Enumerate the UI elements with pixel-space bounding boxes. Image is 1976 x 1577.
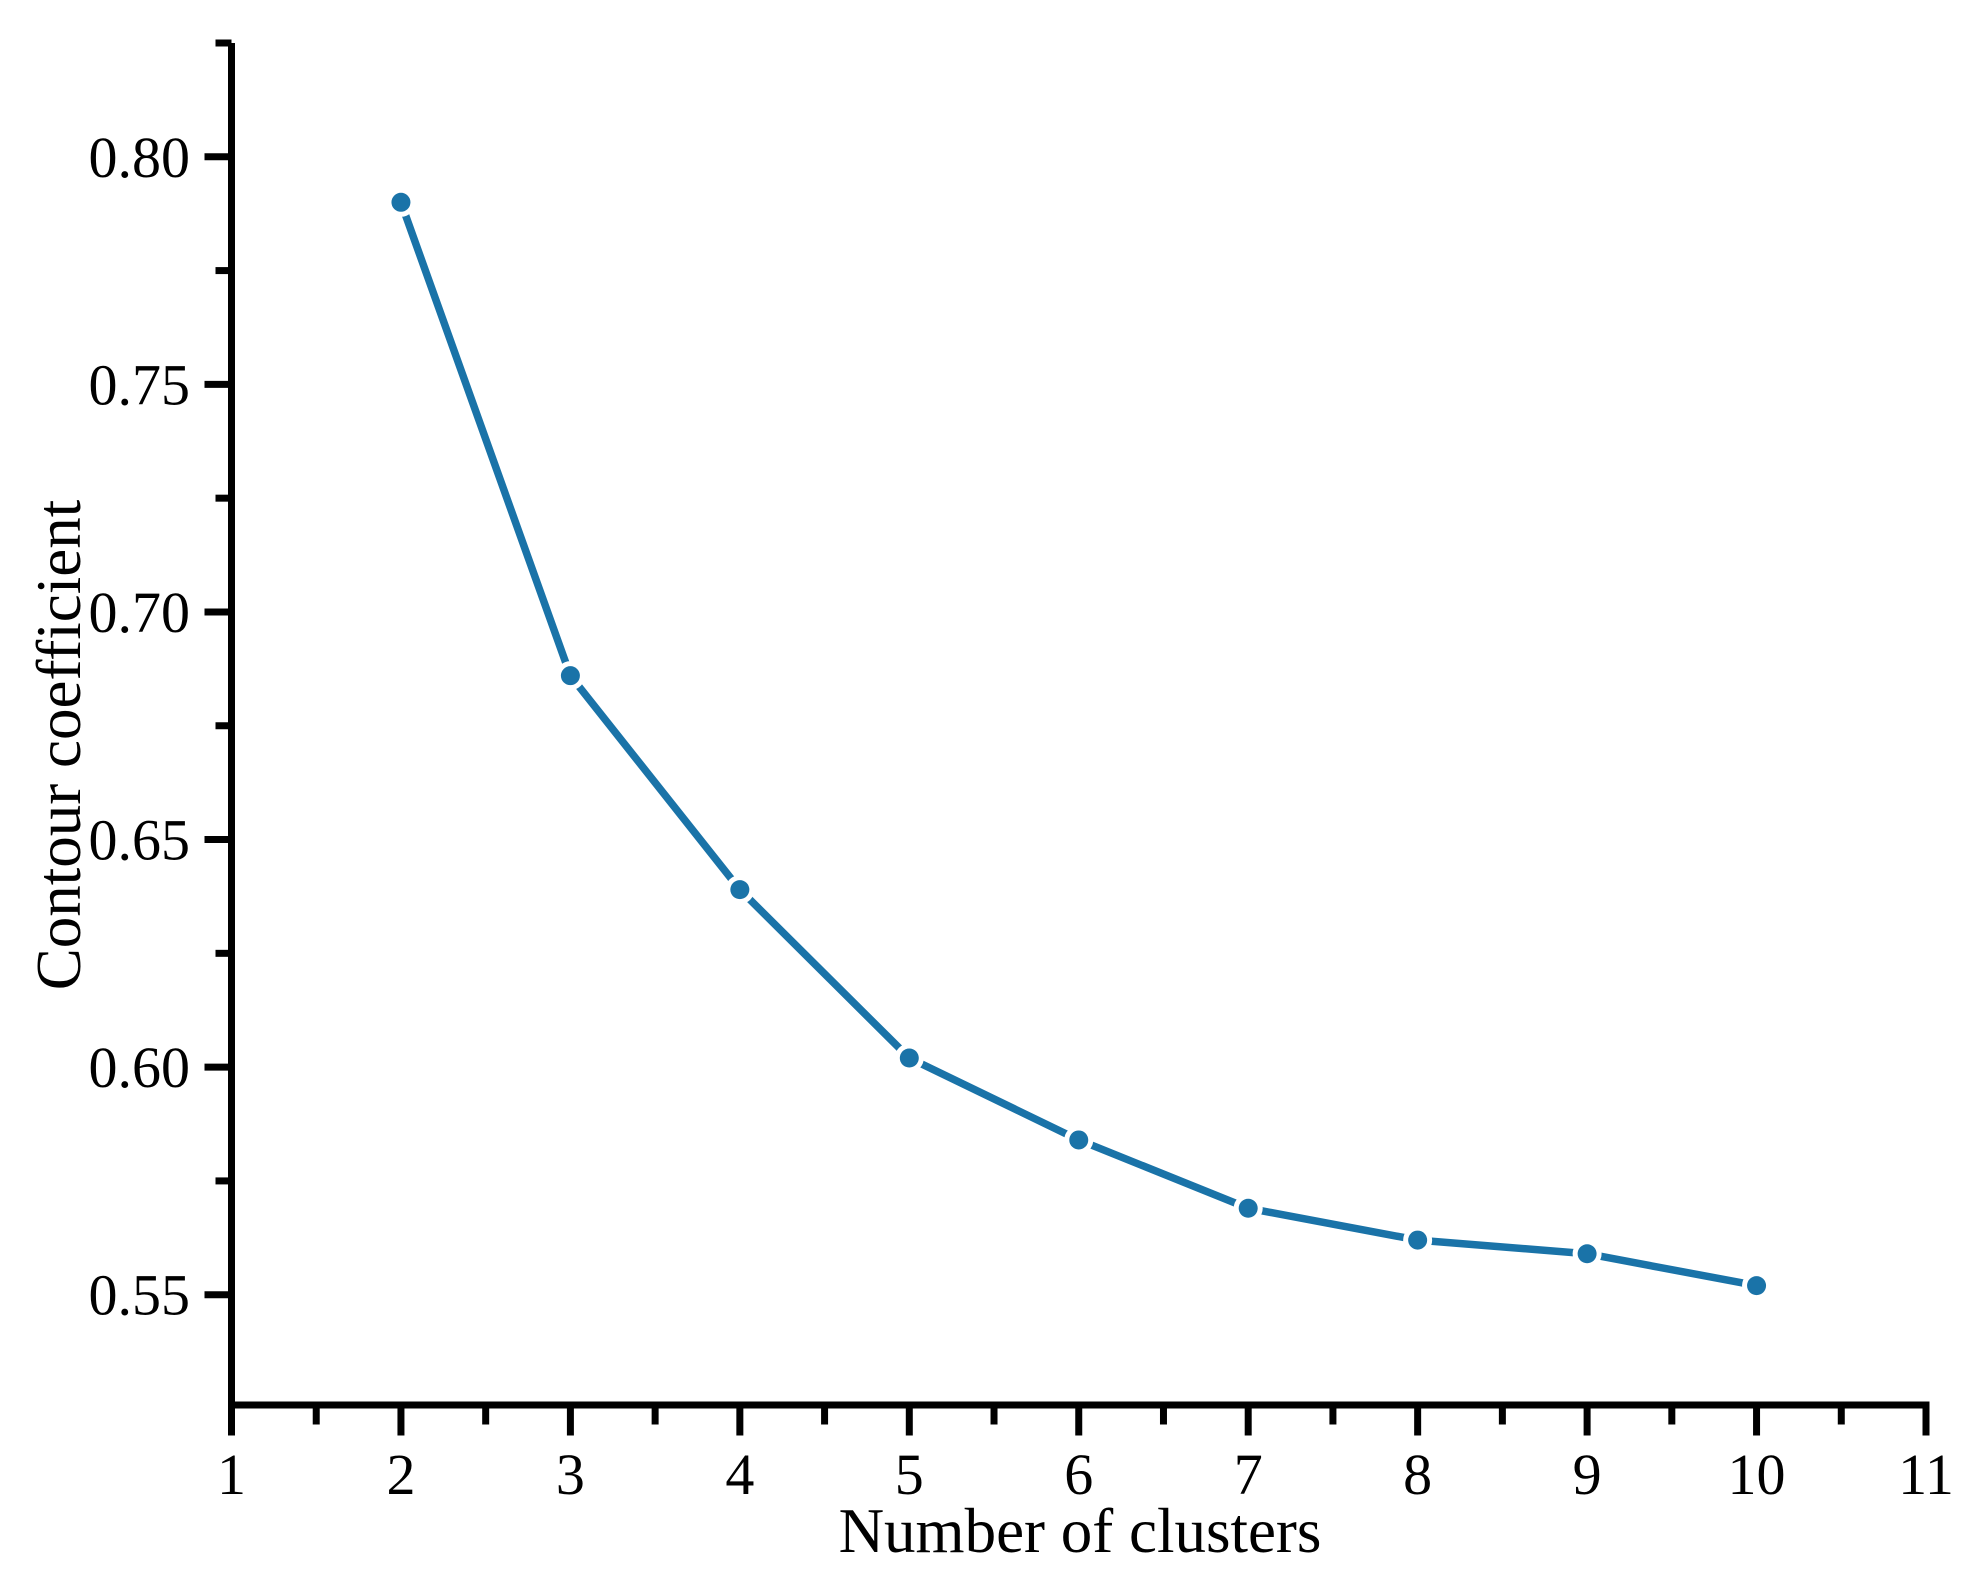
data-point [1408,1230,1428,1250]
x-tick-label: 11 [1898,1442,1954,1507]
data-point [560,666,580,686]
x-tick-label: 6 [1064,1442,1093,1507]
y-tick-labels: 0.55 0.60 0.65 0.70 0.75 0.80 [89,125,191,1328]
y-tick-label: 0.60 [89,1035,191,1100]
x-tick-label: 3 [556,1442,585,1507]
y-tick-label: 0.70 [89,580,191,645]
data-point [1069,1130,1089,1150]
x-axis-title: Number of clusters [839,1496,1322,1566]
y-axis-title: Contour coefficient [24,499,94,990]
x-tick-label: 8 [1403,1442,1432,1507]
y-minor-ticks [215,39,232,1185]
x-minor-ticks [312,1405,1845,1425]
y-tick-label: 0.75 [89,352,191,417]
x-tick-label: 10 [1728,1442,1786,1507]
data-point [391,192,411,212]
data-point [730,880,750,900]
x-tick-label: 2 [386,1442,415,1507]
x-tick-label: 5 [895,1442,924,1507]
y-tick-label: 0.65 [89,808,191,873]
data-line [397,198,1761,1290]
x-major-ticks [228,1405,1930,1436]
x-tick-label: 7 [1234,1442,1263,1507]
axes [228,43,1930,1409]
x-tick-label: 9 [1573,1442,1602,1507]
x-tick-label: 4 [725,1442,754,1507]
data-point [1238,1198,1258,1218]
data-point [1577,1244,1597,1264]
x-tick-label: 1 [217,1442,246,1507]
y-tick-label: 0.55 [89,1263,191,1328]
data-point [899,1048,919,1068]
data-series [386,187,1772,1301]
x-tick-labels: 1 2 3 4 5 6 7 8 9 10 11 [217,1442,1954,1507]
data-point [1747,1276,1767,1296]
y-tick-label: 0.80 [89,125,191,190]
y-major-ticks [204,153,232,1299]
